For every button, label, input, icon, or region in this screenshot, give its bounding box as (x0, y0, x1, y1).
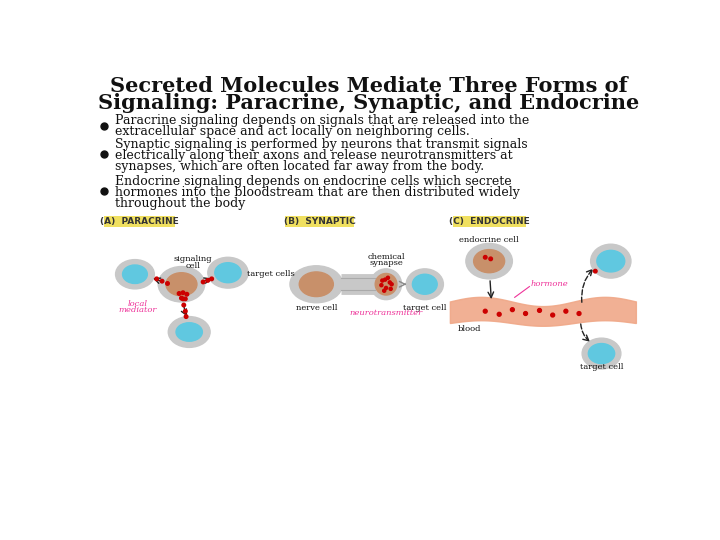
Text: cell: cell (186, 261, 201, 269)
Circle shape (184, 297, 187, 301)
Circle shape (155, 277, 158, 281)
FancyBboxPatch shape (285, 215, 354, 226)
Ellipse shape (371, 269, 402, 300)
Text: blood: blood (458, 325, 482, 333)
Text: signaling: signaling (174, 255, 212, 264)
Text: nerve cell: nerve cell (295, 303, 337, 312)
Text: Synaptic signaling is performed by neurons that transmit signals: Synaptic signaling is performed by neuro… (114, 138, 528, 151)
Ellipse shape (215, 262, 241, 283)
Ellipse shape (122, 265, 148, 284)
Ellipse shape (597, 251, 625, 272)
Text: hormone: hormone (530, 280, 568, 288)
Ellipse shape (375, 273, 397, 295)
Circle shape (185, 293, 189, 296)
Ellipse shape (590, 244, 631, 278)
Ellipse shape (474, 249, 505, 273)
FancyBboxPatch shape (453, 215, 526, 226)
Ellipse shape (158, 267, 204, 302)
Ellipse shape (116, 260, 154, 289)
Text: Endocrine signaling depends on endocrine cells which secrete: Endocrine signaling depends on endocrine… (114, 176, 511, 188)
Circle shape (593, 269, 597, 273)
Text: Paracrine signaling depends on signals that are released into the: Paracrine signaling depends on signals t… (114, 114, 529, 127)
Text: neurotransmitter: neurotransmitter (349, 309, 423, 317)
Text: local: local (128, 300, 148, 307)
Text: throughout the body: throughout the body (114, 197, 246, 210)
Circle shape (390, 283, 393, 286)
Ellipse shape (582, 338, 621, 369)
Ellipse shape (300, 272, 333, 296)
Text: hormones into the bloodstream that are then distributed widely: hormones into the bloodstream that are t… (114, 186, 520, 199)
Circle shape (161, 279, 164, 283)
Text: extracellular space and act locally on neighboring cells.: extracellular space and act locally on n… (114, 125, 469, 138)
Ellipse shape (406, 269, 444, 300)
Circle shape (181, 291, 185, 294)
Polygon shape (451, 298, 636, 326)
Circle shape (184, 309, 187, 313)
Circle shape (538, 308, 541, 312)
Circle shape (489, 257, 492, 261)
Circle shape (177, 292, 181, 295)
Circle shape (577, 312, 581, 315)
Circle shape (380, 284, 383, 287)
Ellipse shape (176, 323, 202, 341)
Circle shape (384, 286, 387, 289)
Circle shape (551, 313, 554, 317)
Ellipse shape (466, 244, 513, 279)
Text: chemical: chemical (367, 253, 405, 261)
Circle shape (182, 303, 186, 307)
Ellipse shape (166, 273, 197, 296)
Ellipse shape (413, 274, 437, 294)
Text: Secreted Molecules Mediate Three Forms of: Secreted Molecules Mediate Three Forms o… (110, 76, 628, 96)
Ellipse shape (168, 316, 210, 347)
Circle shape (202, 280, 205, 284)
Circle shape (388, 281, 392, 284)
Ellipse shape (290, 266, 343, 303)
Text: electrically along their axons and release neurotransmitters at: electrically along their axons and relea… (114, 149, 513, 162)
Text: target cells: target cells (248, 270, 295, 278)
Ellipse shape (588, 343, 615, 363)
Circle shape (483, 255, 487, 259)
Circle shape (184, 315, 188, 319)
Text: (B)  SYNAPTIC: (B) SYNAPTIC (284, 217, 355, 226)
Circle shape (523, 312, 528, 315)
Circle shape (181, 297, 185, 301)
Circle shape (483, 309, 487, 313)
Circle shape (498, 312, 501, 316)
Text: (C)  ENDOCRINE: (C) ENDOCRINE (449, 217, 530, 226)
Circle shape (564, 309, 568, 313)
Circle shape (384, 278, 387, 281)
Circle shape (206, 279, 210, 282)
Text: mediator: mediator (119, 306, 157, 314)
Circle shape (389, 287, 392, 291)
Text: (A)  PARACRINE: (A) PARACRINE (100, 217, 179, 226)
Circle shape (510, 308, 514, 312)
Text: target cell: target cell (403, 303, 446, 312)
Circle shape (381, 279, 384, 282)
Text: synapses, which are often located far away from the body.: synapses, which are often located far aw… (114, 160, 484, 173)
Text: endocrine cell: endocrine cell (459, 235, 519, 244)
Ellipse shape (208, 257, 248, 288)
Text: synapse: synapse (369, 259, 403, 267)
Circle shape (210, 277, 213, 281)
Circle shape (180, 296, 183, 300)
Circle shape (382, 289, 386, 292)
Text: target cell: target cell (580, 363, 624, 372)
FancyBboxPatch shape (104, 215, 175, 226)
Circle shape (387, 276, 390, 279)
Text: Signaling: Paracrine, Synaptic, and Endocrine: Signaling: Paracrine, Synaptic, and Endo… (99, 93, 639, 113)
Circle shape (166, 282, 169, 285)
